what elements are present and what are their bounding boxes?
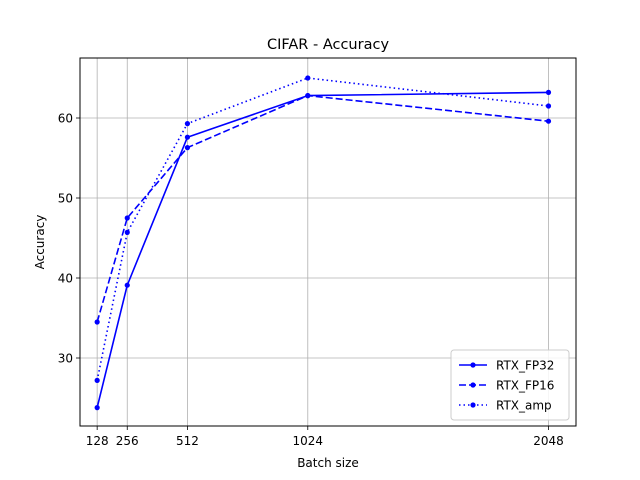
legend-marker (470, 402, 476, 408)
axis-ticks: 128 256 512 1024 2048 30 40 50 60 (58, 111, 564, 448)
x-tick-label: 256 (116, 434, 139, 448)
legend: RTX_FP32 RTX_FP16 RTX_amp (450, 349, 570, 421)
legend-label: RTX_FP16 (496, 378, 554, 392)
data-point (124, 229, 130, 235)
x-tick-label: 128 (86, 434, 109, 448)
x-tick-label: 512 (176, 434, 199, 448)
data-point (124, 282, 130, 288)
y-axis-label: Accuracy (33, 215, 47, 270)
y-tick-label: 30 (58, 351, 73, 365)
legend-marker (470, 382, 476, 388)
data-point (305, 75, 311, 81)
chart-title: CIFAR - Accuracy (267, 37, 389, 53)
legend-box (450, 349, 570, 421)
data-point (94, 319, 100, 325)
data-point (305, 93, 311, 99)
y-tick-label: 60 (58, 111, 73, 125)
data-point (124, 215, 130, 221)
data-point (184, 145, 191, 151)
legend-label: RTX_FP32 (496, 358, 554, 372)
data-point (545, 89, 552, 95)
data-point (545, 103, 552, 109)
data-point (184, 134, 191, 140)
plot-frame (79, 57, 577, 427)
x-axis-label: Batch size (297, 456, 359, 470)
x-tick-label: 2048 (533, 434, 564, 448)
data-point (545, 118, 552, 124)
data-point (184, 121, 191, 127)
data-point (94, 405, 100, 411)
y-tick-label: 50 (58, 191, 73, 205)
x-tick-label: 1024 (293, 434, 324, 448)
legend-label: RTX_amp (496, 398, 552, 412)
data-point (94, 377, 100, 383)
legend-marker (470, 362, 476, 368)
series-lines (94, 75, 552, 411)
y-tick-label: 40 (58, 271, 73, 285)
